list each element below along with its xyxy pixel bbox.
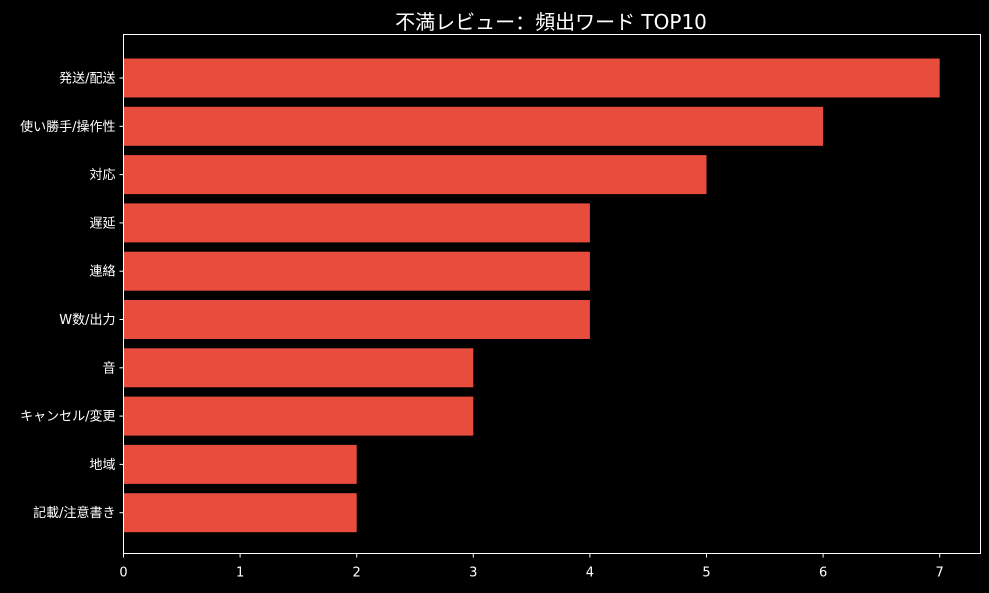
y-tick-label: 対応 [89, 168, 115, 183]
x-tick-label: 7 [936, 566, 944, 581]
y-tick-label: 地域 [89, 458, 115, 473]
bar [123, 203, 590, 243]
y-tick-label: 音 [102, 360, 115, 376]
x-tick-label: 3 [469, 566, 477, 581]
y-tick-label: 使い勝手/操作性 [20, 119, 115, 135]
x-tick-label: 5 [702, 566, 710, 581]
bar [123, 106, 824, 146]
y-tick-label: 発送/配送 [59, 72, 115, 87]
x-tick-label: 0 [119, 566, 127, 581]
y-tick-label: 連絡 [89, 264, 115, 280]
y-tick-label: 遅延 [89, 216, 115, 231]
bar [123, 300, 590, 339]
chart-title: 不満レビュー：頻出ワード TOP10 [395, 10, 707, 34]
x-tick-label: 1 [236, 566, 244, 581]
bar [123, 493, 357, 533]
bar [123, 251, 590, 291]
bar [123, 348, 474, 388]
x-tick-label: 2 [353, 566, 361, 581]
x-tick-labels: 0 1 2 3 4 5 6 7 [119, 553, 944, 581]
bar [123, 58, 940, 98]
bar [123, 155, 707, 195]
y-tick-label: キャンセル/変更 [20, 409, 115, 425]
x-tick-label: 6 [819, 566, 827, 581]
bar [123, 396, 474, 436]
y-tick-label: W数/出力 [59, 313, 115, 328]
y-tick-label: 記載/注意書き [33, 505, 115, 521]
x-tick-label: 4 [586, 566, 594, 581]
bar [123, 444, 357, 484]
bars-layer [123, 58, 940, 533]
plot-frame [123, 34, 981, 554]
